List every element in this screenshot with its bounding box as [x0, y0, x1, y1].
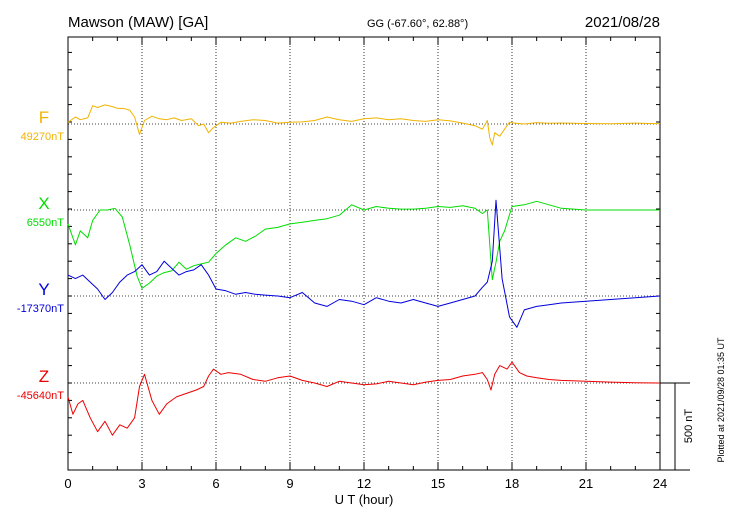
series-lines: [67, 104, 661, 436]
series-y: [67, 199, 661, 328]
channel-name-z: Z: [39, 367, 49, 386]
station-title: Mawson (MAW) [GA]: [68, 14, 208, 31]
channel-baseline-x: 6550nT: [27, 217, 65, 229]
x-axis-title: U T (hour): [335, 492, 394, 507]
channel-baseline-f: 49270nT: [21, 131, 65, 143]
grid-lines: [68, 37, 660, 470]
channel-name-y: Y: [38, 280, 49, 299]
x-tick-label: 9: [286, 476, 293, 491]
axis-ticks: 0 3 6 9 12 15 18 21 24: [64, 37, 667, 491]
coords-label: GG (-67.60°, 62.88°): [367, 18, 468, 30]
scale-bar: 500 nT: [660, 382, 695, 471]
series-f: [67, 104, 661, 146]
x-tick-label: 21: [579, 476, 593, 491]
x-tick-label: 0: [64, 476, 71, 491]
date-label: 2021/08/28: [585, 14, 660, 31]
channel-baseline-y: -17370nT: [17, 303, 64, 315]
channel-baseline-z: -45640nT: [17, 390, 64, 402]
x-tick-label: 12: [357, 476, 371, 491]
channel-name-x: X: [38, 194, 49, 213]
x-tick-label: 15: [431, 476, 445, 491]
x-tick-label: 3: [138, 476, 145, 491]
channel-labels: F 49270nT X 6550nT Y -17370nT Z -45640nT: [17, 108, 64, 402]
x-tick-label: 6: [212, 476, 219, 491]
scale-bar-label: 500 nT: [683, 409, 695, 444]
x-tick-label: 18: [505, 476, 519, 491]
x-tick-label: 24: [653, 476, 667, 491]
series-x: [67, 200, 660, 289]
series-z: [67, 361, 661, 436]
channel-name-f: F: [39, 108, 49, 127]
plotted-at-label: Plotted at 2021/09/28 01:35 UT: [716, 337, 726, 463]
